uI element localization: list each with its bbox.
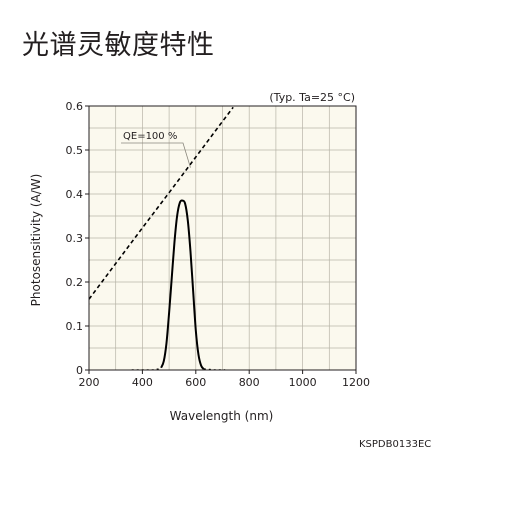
y-tick-label: 0.4 [66,188,84,201]
x-axis-title: Wavelength (nm) [170,409,274,423]
photosensitivity-curve [160,199,205,370]
page-title: 光谱灵敏度特性 [22,30,215,61]
x-tick-label: 800 [239,376,260,389]
annotation-label: QE=100 % [123,131,177,142]
x-tick-label: 1200 [342,376,370,389]
qe-100-line [89,106,234,300]
y-tick-label: 0.2 [66,276,84,289]
x-tick-label: 200 [79,376,100,389]
x-tick-label: 1000 [289,376,317,389]
y-axis: 0 0.1 0.2 0.3 0.4 0.5 0.6 [66,100,89,377]
condition-label: (Typ. Ta=25 °C) [269,91,355,104]
grid-major [89,127,356,349]
y-tick-label: 0.5 [66,144,84,157]
x-axis: 200 400 600 800 1000 1200 [79,370,370,389]
series-layer [89,106,234,370]
y-tick-label: 0.6 [66,100,84,113]
y-tick-label: 0 [76,364,83,377]
y-tick-label: 0.1 [66,320,84,333]
annotation-leader [121,142,191,168]
document-code: KSPDB0133EC [359,439,432,450]
annotation-layer: QE=100 % [121,131,191,168]
y-axis-title: Photosensitivity (A/W) [29,174,43,307]
x-tick-label: 400 [132,376,153,389]
x-tick-label: 600 [185,376,206,389]
y-tick-label: 0.3 [66,232,84,245]
